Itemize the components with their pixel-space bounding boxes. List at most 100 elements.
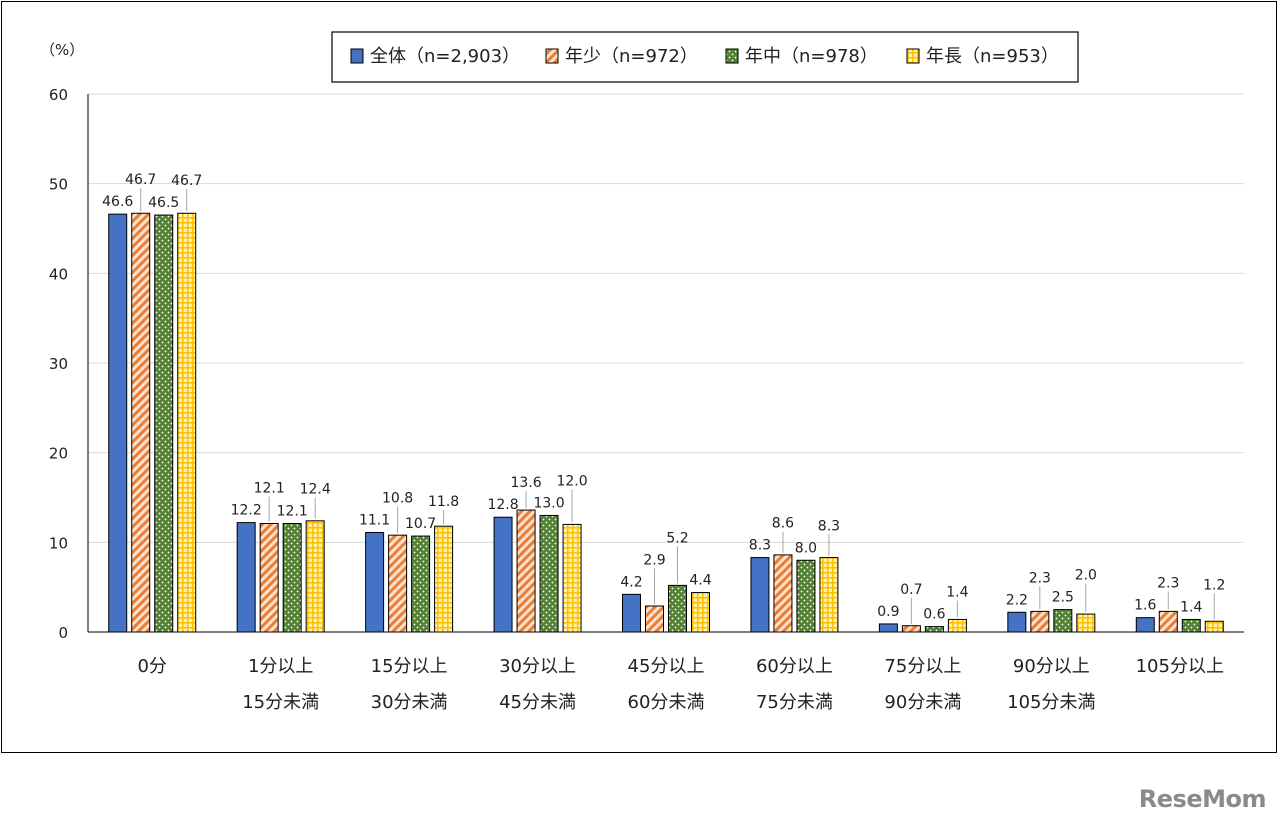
x-tick-label: 15分以上 <box>371 656 448 677</box>
bar <box>645 605 664 633</box>
legend-label: 年少（n=972） <box>565 46 698 67</box>
data-label: 2.5 <box>1052 590 1074 606</box>
bar <box>1135 617 1155 633</box>
data-label: 2.3 <box>1157 576 1179 592</box>
x-tick-label: 0分 <box>137 656 166 677</box>
legend-swatch <box>906 48 920 64</box>
data-label: 8.0 <box>795 540 817 556</box>
x-tick-label: 45分以上 <box>628 656 705 677</box>
data-label: 12.2 <box>231 503 262 519</box>
data-label: 0.7 <box>900 582 922 598</box>
x-tick-label: 30分未満 <box>371 692 448 713</box>
legend-label: 年中（n=978） <box>745 46 878 67</box>
data-label: 1.4 <box>1180 599 1202 615</box>
data-label: 5.2 <box>666 530 688 546</box>
bar <box>365 531 385 633</box>
bar <box>154 214 174 633</box>
bar <box>434 525 454 633</box>
data-label: 10.7 <box>405 516 436 532</box>
bar <box>901 625 921 633</box>
data-label: 12.0 <box>556 473 587 489</box>
data-label: 46.5 <box>148 195 179 211</box>
x-tick-label: 105分未満 <box>1007 692 1095 713</box>
bar <box>1007 611 1027 633</box>
y-tick-label: 10 <box>49 534 68 552</box>
data-label: 2.2 <box>1006 592 1028 608</box>
data-label: 1.2 <box>1203 577 1225 593</box>
bar <box>947 618 967 633</box>
data-label: 10.8 <box>382 490 413 506</box>
bar <box>562 523 582 633</box>
data-label: 12.1 <box>254 481 285 497</box>
bar <box>1181 618 1201 633</box>
y-tick-label: 40 <box>49 265 68 283</box>
legend-label: 全体（n=2,903） <box>370 46 520 67</box>
x-tick-label: 105分以上 <box>1136 656 1224 677</box>
x-tick-label: 45分未満 <box>499 692 576 713</box>
x-tick-label: 1分以上 <box>248 656 313 677</box>
data-label: 12.8 <box>487 497 518 513</box>
data-label: 0.9 <box>877 604 899 620</box>
y-tick-label: 30 <box>49 355 68 373</box>
data-label: 13.6 <box>510 475 541 491</box>
data-label: 46.6 <box>102 194 133 210</box>
bar <box>1076 613 1096 633</box>
data-label: 46.7 <box>125 172 156 188</box>
bar <box>819 557 839 633</box>
bar <box>796 559 816 633</box>
bar <box>1158 610 1178 633</box>
legend-label: 年長（n=953） <box>926 46 1059 67</box>
bar-chart: 0 10 20 30 40 50 60 （%） 0分 1分以上 15分未満 15分以上 30分未満 30分… <box>40 31 1244 713</box>
y-tick-label: 50 <box>49 176 68 194</box>
bar <box>236 522 256 633</box>
data-label: 8.3 <box>818 518 840 534</box>
data-label: 4.2 <box>620 574 642 590</box>
x-tick-label: 15分未満 <box>242 692 319 713</box>
legend-swatch <box>350 48 364 64</box>
data-label: 11.8 <box>428 494 459 510</box>
data-label: 46.7 <box>171 173 202 189</box>
y-tick-label: 0 <box>58 624 68 642</box>
y-axis-unit: （%） <box>40 41 84 59</box>
bar <box>1053 609 1073 633</box>
x-tick-label: 75分未満 <box>756 692 833 713</box>
data-label: 4.4 <box>689 573 711 589</box>
bar <box>282 523 302 633</box>
data-label: 8.6 <box>772 516 794 532</box>
data-label: 8.3 <box>749 538 771 554</box>
bar <box>259 523 279 633</box>
bar <box>773 554 793 633</box>
data-label: 13.0 <box>533 495 564 511</box>
legend-swatch <box>545 48 559 64</box>
x-tick-label: 75分以上 <box>884 656 961 677</box>
bar <box>177 212 197 633</box>
x-tick-label: 30分以上 <box>499 656 576 677</box>
bar <box>516 509 536 633</box>
resemom-watermark: ReseMom <box>1138 785 1267 813</box>
data-label: 2.9 <box>643 552 665 568</box>
y-tick-label: 60 <box>49 86 68 104</box>
bar <box>924 626 944 633</box>
bar <box>305 520 325 633</box>
bar <box>668 584 687 633</box>
legend-swatch <box>725 48 739 64</box>
x-tick-label: 60分以上 <box>756 656 833 677</box>
y-tick-label: 20 <box>49 445 68 463</box>
bar <box>539 514 559 633</box>
bar <box>1204 620 1224 633</box>
data-label: 2.3 <box>1029 570 1051 586</box>
bar <box>493 516 513 633</box>
bar <box>622 593 641 633</box>
x-tick-label: 90分未満 <box>884 692 961 713</box>
data-label: 12.4 <box>300 482 331 498</box>
chart-frame: 0 10 20 30 40 50 60 （%） 0分 1分以上 15分未満 15分以上 30分未満 30分… <box>1 1 1277 753</box>
bar <box>878 623 898 633</box>
data-label: 11.1 <box>359 512 390 528</box>
bar <box>1030 610 1050 633</box>
bar <box>388 534 408 633</box>
x-tick-label: 60分未満 <box>628 692 705 713</box>
bar <box>131 212 151 633</box>
legend-box <box>331 31 1079 83</box>
data-label: 12.1 <box>277 504 308 520</box>
data-label: 1.6 <box>1134 598 1156 614</box>
